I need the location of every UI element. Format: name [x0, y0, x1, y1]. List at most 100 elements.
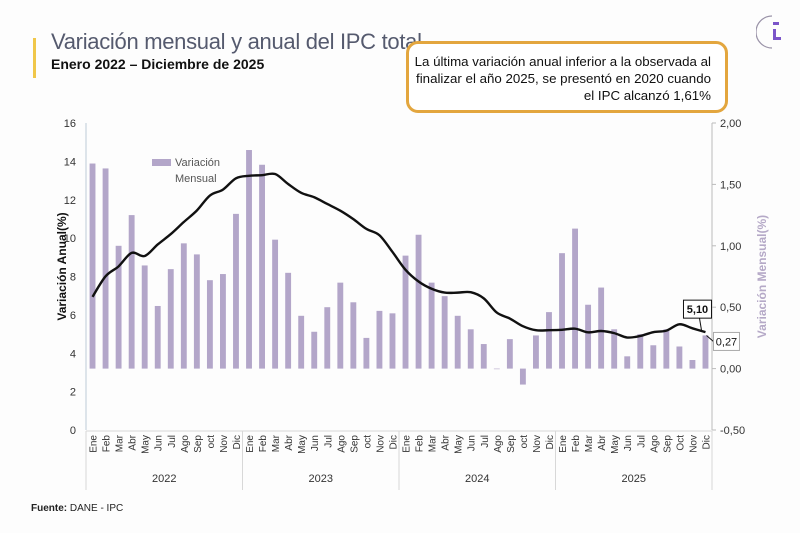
month-label: Jul — [480, 435, 491, 448]
monthly-bar — [376, 310, 383, 369]
monthly-bar — [272, 239, 279, 369]
monthly-bar — [389, 313, 396, 369]
month-label: Mar — [271, 434, 282, 452]
month-label: May — [454, 435, 465, 454]
legend-label-line1: Variación — [175, 157, 220, 169]
monthly-bar — [246, 150, 252, 369]
monthly-bar — [141, 265, 148, 369]
month-label: Ene — [89, 435, 100, 453]
monthly-bar — [259, 164, 265, 369]
left-tick-label: 16 — [64, 118, 76, 130]
month-label: Sep — [662, 435, 673, 453]
left-tick-label: 2 — [70, 387, 76, 399]
monthly-bar — [193, 254, 200, 369]
month-label: Ago — [180, 435, 191, 453]
month-label: Abr — [128, 434, 139, 450]
month-label: Mar — [428, 434, 439, 452]
month-label: Jun — [154, 435, 165, 451]
right-axis-title: Variación Mensual(%) — [755, 215, 769, 338]
annual-label-box — [682, 299, 712, 319]
month-label: Mar — [115, 434, 126, 452]
month-label: Dic — [388, 435, 399, 449]
ipc-chart: 0 2 4 6 8 10 12 14 16 -0,50 0,00 0,50 1,00 1,50 2,00 Va… — [55, 118, 769, 490]
left-tick-label: 8 — [70, 272, 76, 284]
monthly-bar — [493, 368, 500, 370]
monthly-label-box — [712, 331, 740, 351]
monthly-bar — [546, 312, 552, 369]
month-label: May — [297, 435, 308, 454]
year-label: 2023 — [309, 473, 333, 485]
year-label: 2025 — [622, 473, 646, 485]
monthly-bar — [167, 269, 174, 369]
month-label: Dic — [701, 435, 712, 449]
month-label: Jul — [167, 435, 178, 448]
month-label: Sep — [193, 435, 204, 453]
legend-swatch — [152, 159, 171, 166]
month-label: Feb — [258, 435, 269, 453]
month-label: Dic — [232, 435, 243, 449]
line-group — [91, 172, 706, 339]
year-label: 2022 — [152, 473, 176, 485]
month-label: Sep — [349, 435, 360, 453]
left-tick-label: 14 — [64, 156, 76, 168]
month-label: Nov — [375, 435, 386, 453]
month-label: Ago — [493, 435, 504, 453]
month-label: Jul — [323, 435, 334, 448]
monthly-bar — [506, 339, 513, 369]
month-label: Abr — [597, 434, 608, 450]
left-tick-label: 0 — [70, 425, 76, 437]
monthly-bar — [128, 215, 135, 369]
monthly-bar — [585, 304, 592, 369]
monthly-bar — [115, 245, 122, 369]
monthly-bar — [559, 253, 565, 369]
source-note: Fuente: DANE - IPC — [31, 503, 123, 514]
labels-group: 5,10 0,27 — [682, 299, 740, 351]
monthly-bar — [324, 307, 331, 369]
callout-text: La última variación anual inferior a la … — [414, 54, 711, 103]
monthly-bar — [363, 337, 370, 369]
left-axis-title: Variación Anual(%) — [55, 212, 69, 320]
right-tick-label: 0,50 — [720, 302, 741, 314]
monthly-bar — [611, 329, 618, 369]
monthly-bar — [89, 163, 96, 369]
month-label: Ene — [558, 435, 569, 453]
monthly-bar — [298, 315, 305, 369]
monthly-bar — [454, 315, 461, 369]
source-value: DANE - IPC — [67, 503, 124, 514]
month-label: Feb — [571, 435, 582, 453]
left-tick-label: 12 — [64, 195, 76, 207]
month-label: Jun — [623, 435, 634, 451]
month-label: May — [141, 435, 152, 454]
monthly-bar — [350, 302, 357, 369]
monthly-label-text: 0,27 — [716, 336, 737, 348]
title-accent-bar — [33, 38, 36, 78]
monthly-bar — [519, 368, 526, 385]
month-label: May — [610, 435, 621, 454]
month-label: oct — [206, 435, 217, 449]
right-tick-label: 0,00 — [720, 364, 741, 376]
monthly-bar — [428, 282, 435, 369]
month-label: Feb — [102, 435, 113, 453]
right-tick-label: -0,50 — [720, 425, 745, 437]
month-label: Jun — [467, 435, 478, 451]
monthly-bar — [572, 228, 578, 369]
month-label: Ago — [336, 435, 347, 453]
month-label: Ago — [649, 435, 660, 453]
monthly-bar — [285, 272, 292, 369]
axes-group: 0 2 4 6 8 10 12 14 16 -0,50 0,00 0,50 1,00 1,50 2,00 Va… — [55, 118, 769, 490]
monthly-bar — [467, 329, 474, 369]
month-label: Jun — [310, 435, 321, 451]
monthly-bar — [154, 305, 161, 369]
month-label: oct — [519, 435, 530, 449]
monthly-bar — [220, 274, 226, 369]
left-tick-label: 4 — [70, 348, 76, 360]
legend: Variación Mensual — [152, 157, 220, 185]
month-label: Oct — [675, 435, 686, 451]
monthly-label-leader — [706, 335, 714, 342]
monthly-bar — [624, 356, 631, 369]
right-tick-label: 1,00 — [720, 241, 741, 253]
legend-label-line2: Mensual — [175, 173, 217, 185]
chart-subtitle: Enero 2022 – Diciembre de 2025 — [51, 56, 265, 72]
month-label: Nov — [532, 435, 543, 453]
monthly-bar — [402, 255, 409, 369]
